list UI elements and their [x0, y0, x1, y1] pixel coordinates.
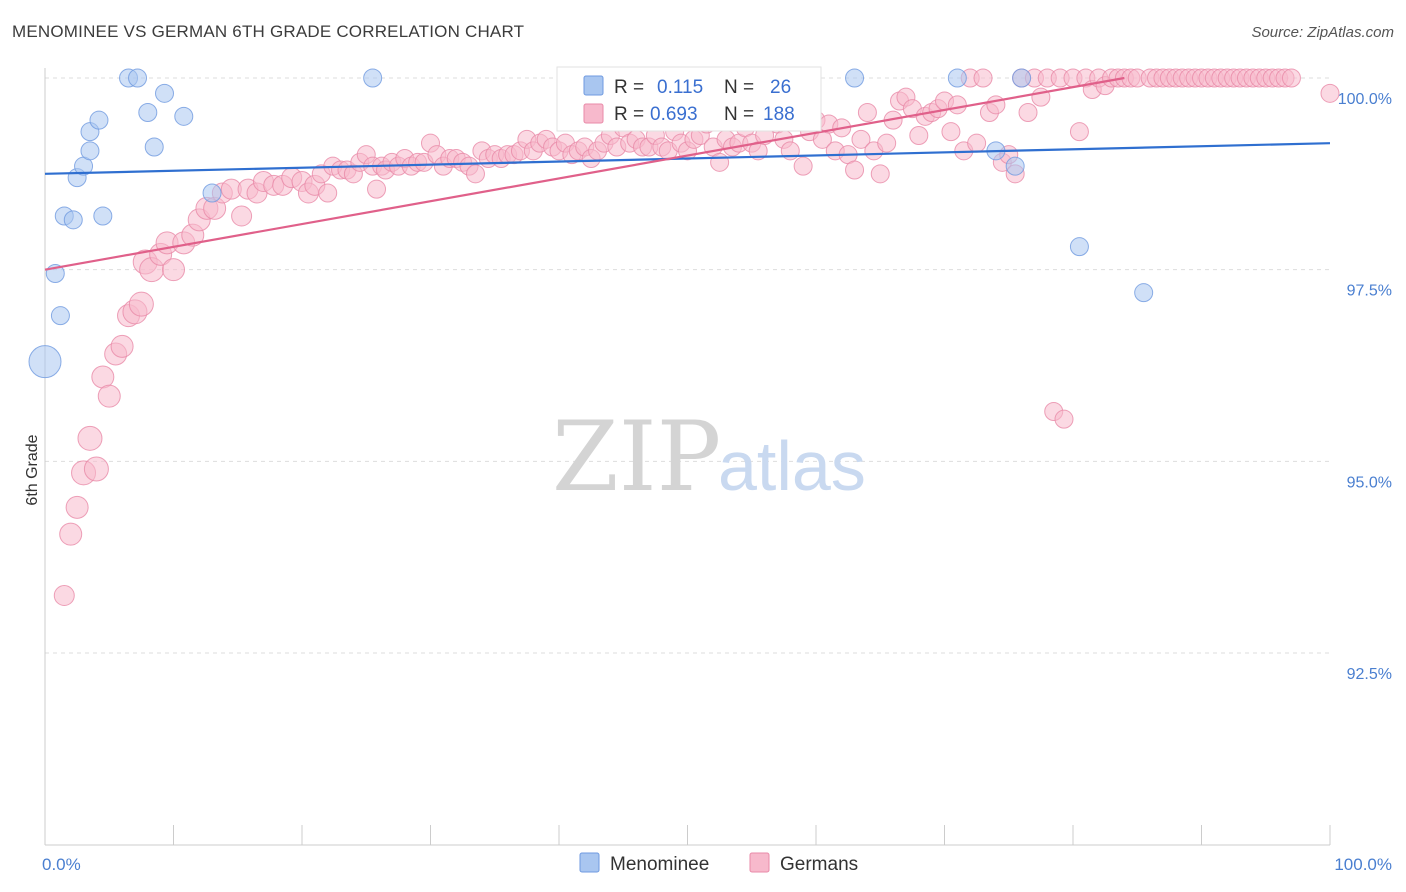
germans-point-2 [65, 495, 89, 519]
source-label: Source: ZipAtlas.com [1251, 24, 1394, 41]
bottom-legend: Menominee Germans [579, 852, 858, 875]
menominee-trend-line [44, 142, 1331, 175]
germans-point-134 [941, 122, 961, 142]
y-tick-label-1: 95.0% [1347, 474, 1392, 491]
germans-point-1 [59, 522, 83, 546]
germans-point-36 [318, 183, 338, 203]
menominee-point-14 [144, 137, 164, 157]
menominee-point-18 [363, 68, 383, 88]
grid [45, 77, 1330, 654]
y-tick-label-0: 92.5% [1347, 666, 1392, 683]
germans-point-154 [1069, 122, 1089, 142]
germans-point-25 [231, 205, 253, 227]
germans-point-124 [877, 133, 897, 153]
germans-point-7 [97, 384, 121, 408]
menominee-point-9 [89, 110, 109, 130]
legend-r-value-2: 0.693 [650, 104, 698, 125]
menominee-point-19 [845, 68, 865, 88]
x-tick-label-0: 0.0% [42, 855, 81, 874]
menominee-point-15 [155, 83, 175, 103]
watermark-zip: ZIP [552, 401, 721, 513]
legend-n-label-2: N = [724, 104, 754, 125]
watermark: ZIP atlas [552, 401, 866, 513]
bottom-legend-label-menominee: Menominee [610, 854, 709, 875]
germans-point-60 [465, 164, 485, 184]
y-tick-label-3: 100.0% [1338, 91, 1392, 108]
data-points [28, 68, 1340, 606]
y-tick-label-2: 97.5% [1347, 283, 1392, 300]
watermark-atlas: atlas [718, 427, 866, 505]
chart-title: MENOMINEE VS GERMAN 6TH GRADE CORRELATIO… [12, 22, 525, 41]
x-tick-label-1: 100.0% [1334, 855, 1392, 874]
legend-r-label-2: R = [614, 104, 644, 125]
germans-point-120 [851, 129, 871, 149]
germans-point-186 [1281, 68, 1301, 88]
menominee-point-0 [28, 345, 62, 379]
menominee-point-2 [50, 306, 70, 326]
axes [44, 68, 1331, 846]
germans-point-152 [1054, 409, 1074, 429]
germans-point-111 [793, 156, 813, 176]
germans-point-138 [967, 133, 987, 153]
germans-point-12 [128, 291, 154, 317]
germans-point-44 [367, 179, 387, 199]
germans-point-6 [91, 365, 115, 389]
y-tick-labels: 92.5% 95.0% 97.5% 100.0% [1338, 91, 1392, 683]
germans-point-187 [1320, 83, 1340, 103]
legend-swatch-germans [583, 103, 604, 124]
germans-trend-line [44, 76, 1125, 271]
menominee-point-24 [1069, 237, 1089, 257]
menominee-point-10 [93, 206, 113, 226]
germans-point-98 [710, 152, 730, 172]
germans-point-135 [947, 95, 967, 115]
germans-point-141 [986, 95, 1006, 115]
germans-point-0 [53, 585, 75, 606]
menominee-point-12 [128, 68, 148, 88]
germans-point-123 [870, 164, 890, 184]
legend-n-value-1: 26 [770, 77, 791, 98]
menominee-point-7 [80, 141, 100, 161]
legend-n-label-1: N = [724, 77, 754, 98]
germans-point-4 [77, 425, 103, 451]
y-axis-label: 6th Grade [24, 434, 41, 505]
germans-point-17 [162, 258, 185, 282]
legend-r-label-1: R = [614, 77, 644, 98]
menominee-point-20 [947, 68, 967, 88]
bottom-legend-label-germans: Germans [780, 854, 858, 875]
menominee-point-23 [1012, 68, 1032, 88]
menominee-point-22 [1005, 156, 1025, 176]
menominee-point-4 [63, 210, 83, 230]
germans-point-139 [973, 68, 993, 88]
trend-lines [44, 76, 1331, 271]
legend-swatch-menominee [583, 75, 604, 96]
legend: R = 0.115 N = 26 R = 0.693 N = 188 [556, 66, 822, 132]
bottom-legend-swatch-menominee [579, 852, 600, 873]
menominee-point-25 [1134, 283, 1154, 303]
germans-point-5 [83, 456, 109, 482]
germans-point-129 [909, 126, 929, 145]
menominee-point-16 [174, 106, 194, 126]
menominee-point-17 [202, 183, 222, 203]
germans-point-119 [845, 160, 865, 180]
germans-point-9 [110, 334, 134, 358]
germans-point-121 [857, 103, 877, 122]
x-tick-labels: 0.0% 100.0% [42, 855, 1392, 874]
menominee-point-13 [138, 103, 158, 122]
legend-n-value-2: 188 [763, 104, 795, 125]
legend-r-value-1: 0.115 [657, 77, 703, 98]
germans-point-146 [1018, 103, 1038, 122]
bottom-legend-swatch-germans [749, 852, 770, 873]
